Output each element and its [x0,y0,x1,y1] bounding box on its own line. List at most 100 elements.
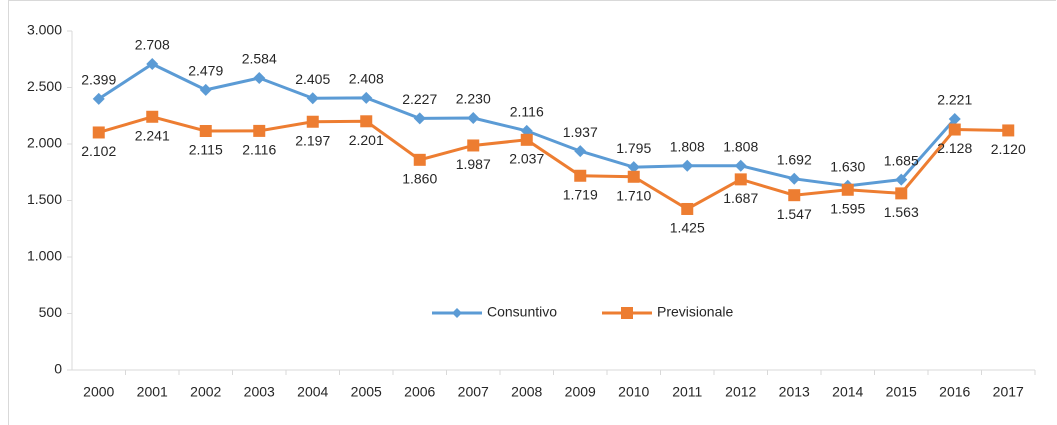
marker [360,115,373,128]
x-tick-label: 2000 [83,384,114,400]
series-line [98,115,1009,211]
chart-frame [8,0,1056,425]
x-tick-label: 2011 [672,384,702,400]
data-label: 1.860 [402,171,437,187]
marker [146,57,159,70]
data-label: 1.425 [670,220,705,236]
marker [253,124,266,137]
data-label: 1.808 [670,138,705,154]
marker [895,173,908,186]
data-label: 1.685 [884,152,919,168]
x-tick-label: 2017 [993,384,1024,400]
x-tick-label: 2013 [779,384,810,400]
x-tick-label: 2004 [297,384,328,400]
marker [467,139,480,152]
y-tick-label: 1.500 [27,191,62,207]
marker [627,161,640,174]
marker [306,115,319,128]
x-tick-label: 2016 [939,384,970,400]
marker [413,153,426,166]
data-label: 2.037 [509,151,544,167]
data-label: 1.547 [777,206,812,222]
data-label: 2.116 [242,142,276,158]
data-label: 2.128 [937,140,972,156]
data-label: 2.241 [135,127,170,143]
marker [574,145,587,158]
x-tick-label: 2014 [832,384,863,400]
x-tick-label: 2006 [404,384,435,400]
x-tick-label: 2009 [565,384,596,400]
marker [681,159,694,172]
x-tick-label: 2015 [886,384,917,400]
marker [413,112,426,125]
data-label: 2.115 [189,142,223,158]
legend-label: Consuntivo [487,304,557,320]
data-label: 2.405 [295,71,330,87]
data-label: 1.808 [723,138,758,154]
data-label: 1.692 [777,152,812,168]
y-tick-label: 2.000 [27,135,62,151]
legend-marker [621,307,633,319]
data-label: 2.479 [188,63,223,79]
marker [92,126,105,139]
y-tick-label: 0 [54,361,62,377]
marker [520,133,533,146]
data-label: 2.116 [510,104,544,120]
marker [948,123,961,136]
x-tick-label: 2010 [618,384,649,400]
data-label: 2.120 [991,141,1026,157]
y-tick-label: 1.000 [27,248,62,264]
marker [948,113,961,126]
data-label: 2.408 [349,71,384,87]
data-label: 2.399 [81,72,116,88]
data-label: 2.102 [81,143,116,159]
data-label: 2.201 [349,132,384,148]
marker [199,83,212,96]
marker [574,169,587,182]
data-label: 1.719 [563,186,598,202]
legend-marker [452,308,462,318]
marker [627,170,640,183]
marker [199,125,212,138]
data-label: 1.795 [616,140,651,156]
marker [841,183,854,196]
data-label: 2.221 [937,92,972,108]
marker [681,202,694,215]
data-label: 1.710 [616,187,651,203]
marker [146,110,159,123]
data-label: 1.987 [456,156,491,172]
marker [734,159,747,172]
x-tick-label: 2003 [244,384,275,400]
marker [895,187,908,200]
x-tick-label: 2002 [190,384,221,400]
marker [92,92,105,105]
data-label: 1.563 [884,204,919,220]
data-label: 1.937 [563,124,598,140]
data-label: 2.197 [295,132,330,148]
marker [360,91,373,104]
data-label: 2.230 [456,91,491,107]
y-tick-label: 500 [39,304,63,320]
data-label: 1.630 [830,159,865,175]
marker [467,112,480,125]
marker [1002,124,1015,137]
legend-label: Previsionale [657,304,733,320]
x-tick-label: 2005 [351,384,382,400]
x-tick-label: 2012 [725,384,756,400]
marker [788,189,801,202]
marker [734,173,747,186]
data-label: 2.227 [402,91,437,107]
x-tick-label: 2008 [511,384,542,400]
y-tick-label: 3.000 [27,22,62,38]
marker [253,72,266,85]
data-label: 2.708 [135,37,170,53]
x-tick-label: 2001 [137,384,168,400]
marker [788,172,801,185]
data-label: 2.584 [242,51,277,67]
data-label: 1.595 [830,200,865,216]
data-label: 1.687 [723,190,758,206]
marker [306,92,319,105]
x-tick-label: 2007 [458,384,489,400]
y-tick-label: 2.500 [27,78,62,94]
